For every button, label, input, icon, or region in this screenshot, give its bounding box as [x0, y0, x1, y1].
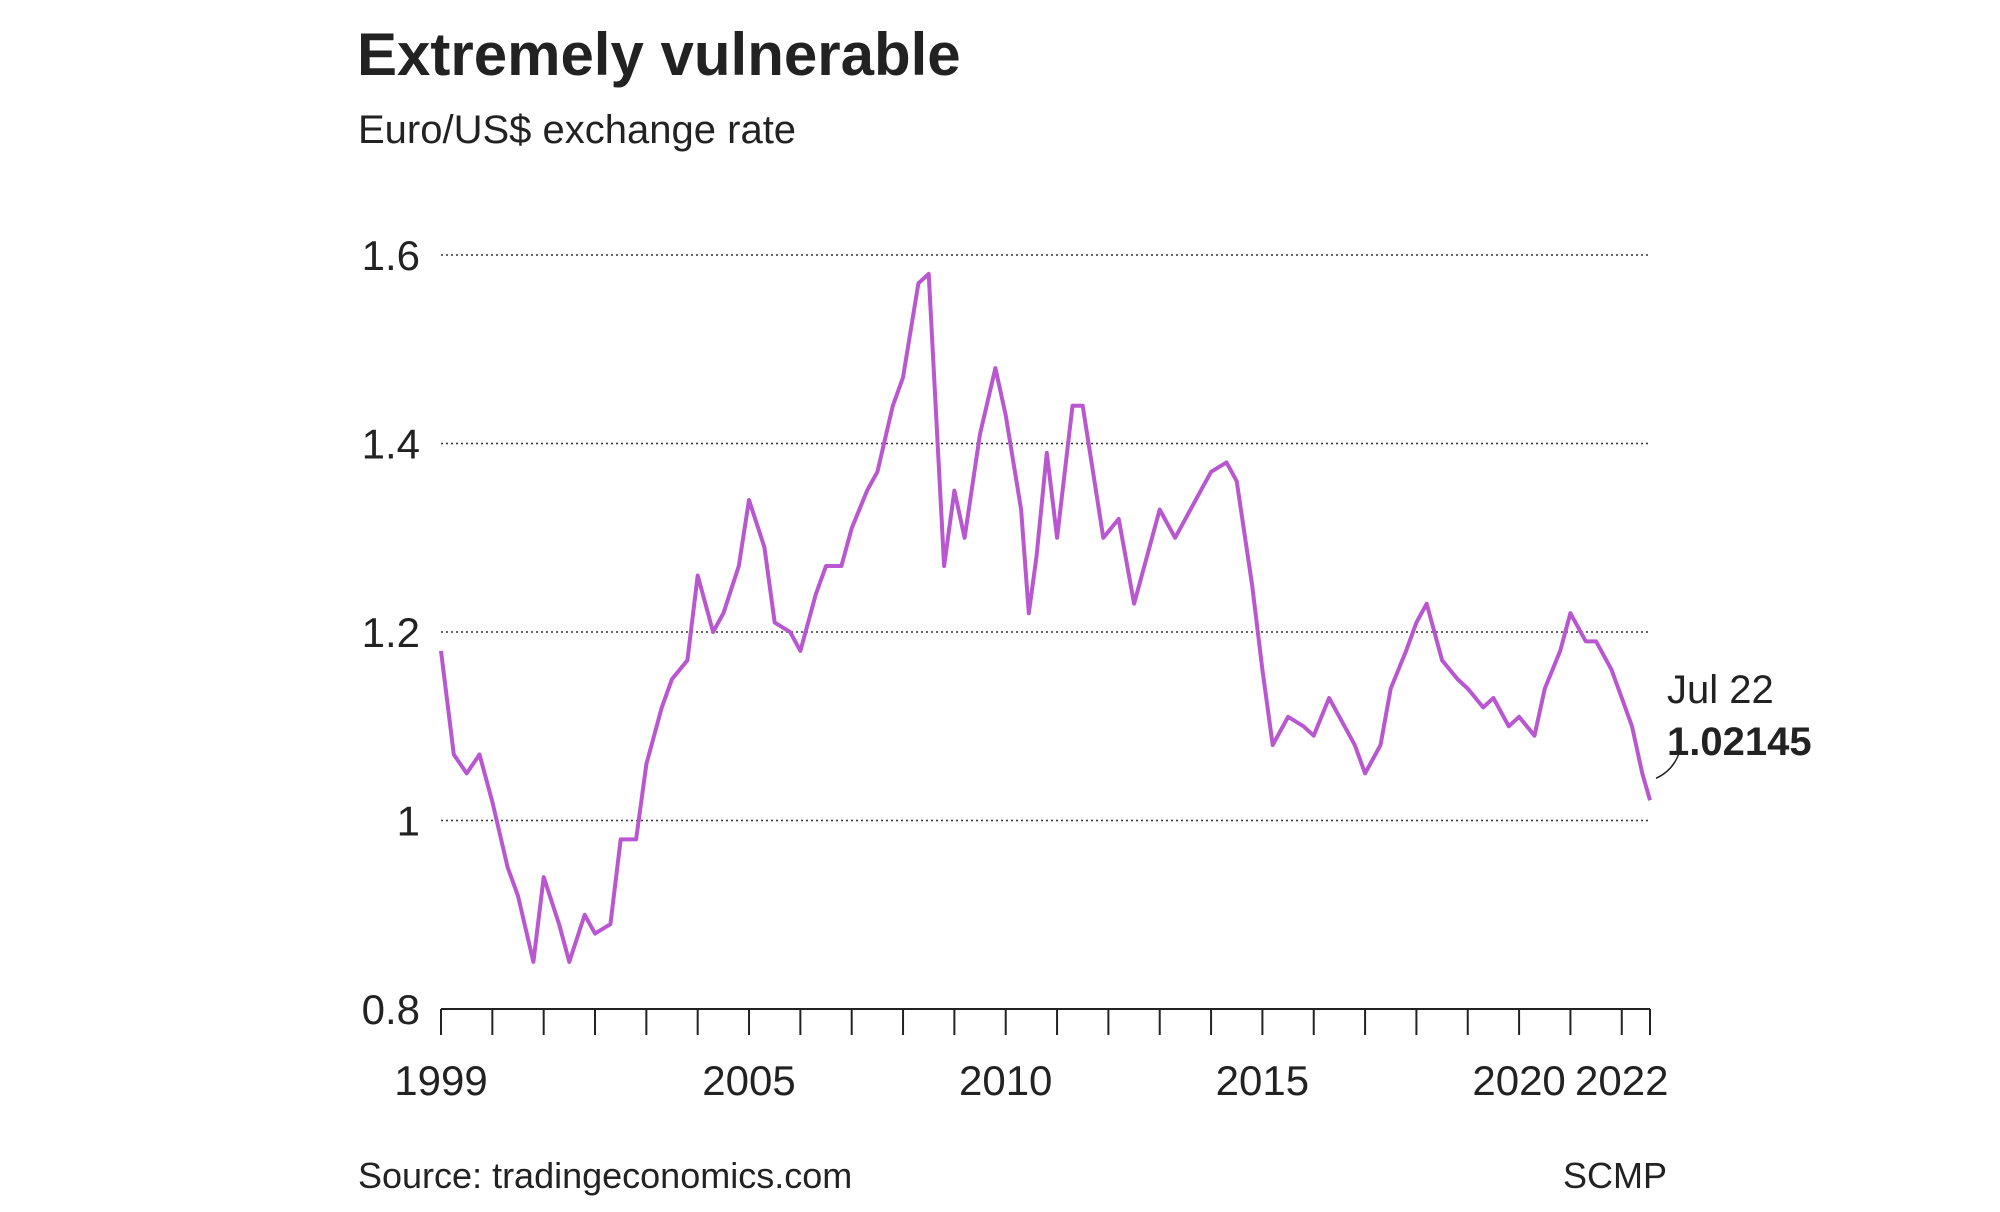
y-tick-label: 1.2: [362, 609, 420, 656]
x-tick-label: 2010: [959, 1057, 1052, 1104]
line: [439, 271, 1652, 964]
y-tick-label: 1.4: [362, 421, 420, 468]
x-tick-label: 2015: [1216, 1057, 1309, 1104]
annotation-label: Jul 22: [1667, 668, 1774, 712]
x-tick-label: 2020: [1472, 1057, 1565, 1104]
y-tick-label: 1: [397, 798, 420, 845]
x-tick-label: 2022: [1575, 1057, 1668, 1104]
y-tick-label: 1.6: [362, 232, 420, 279]
chart-subtitle: Euro/US$ exchange rate: [358, 108, 796, 152]
y-tick-label: 0.8: [362, 986, 420, 1033]
chart-title: Extremely vulnerable: [357, 21, 961, 88]
x-tick-label: 2005: [702, 1057, 795, 1104]
annotation-leader: [1655, 750, 1681, 779]
credit: SCMP: [1563, 1155, 1667, 1196]
source: Source: tradingeconomics.com: [358, 1155, 852, 1196]
annotation-value: 1.02145: [1667, 720, 1812, 764]
x-tick-label: 1999: [394, 1057, 487, 1104]
